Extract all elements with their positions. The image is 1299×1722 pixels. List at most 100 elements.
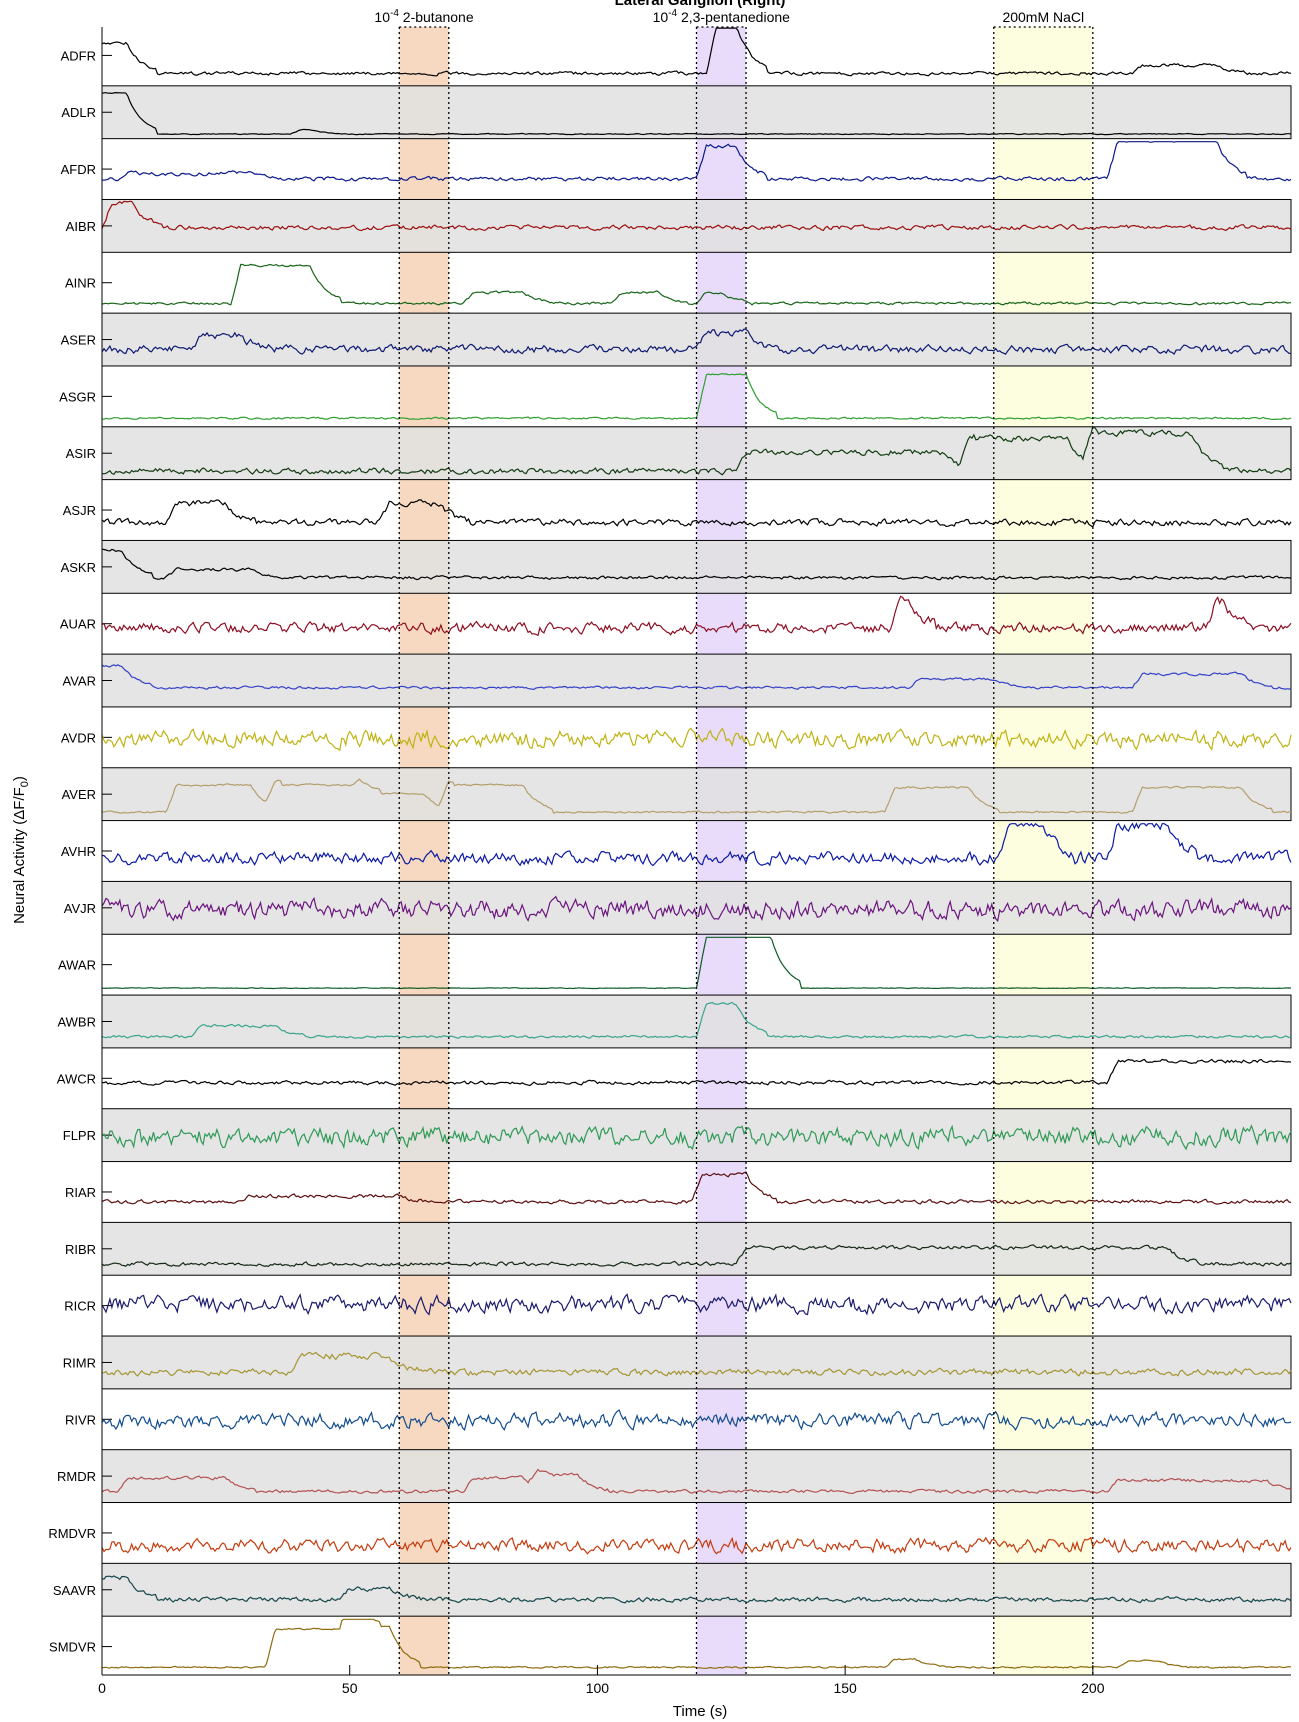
neuron-label: RIVR xyxy=(65,1412,96,1427)
neuron-row: RMDR xyxy=(57,1449,1292,1504)
neuron-row: AUAR xyxy=(60,595,1292,637)
neuron-row: AINR xyxy=(65,263,1292,306)
neuron-row: AVJR xyxy=(64,880,1292,935)
neuron-row: ADLR xyxy=(61,85,1292,140)
trace-line xyxy=(101,1171,1292,1205)
neuron-label: AFDR xyxy=(61,162,96,177)
neuron-label: AUAR xyxy=(60,617,96,632)
stimulus-conc-exp: -4 xyxy=(668,8,677,19)
neuron-label: AINR xyxy=(65,276,96,291)
stimulus-name: 200mM NaCl xyxy=(1002,9,1084,25)
neuron-label: AVER xyxy=(62,787,96,802)
neuron-label: AVAR xyxy=(63,674,96,689)
y-axis-label-close: ) xyxy=(11,776,28,781)
trace-line xyxy=(101,1536,1292,1555)
neuron-label: SAAVR xyxy=(53,1583,96,1598)
stimulus-band xyxy=(993,27,1093,1675)
stimulus-conc-base: 10 xyxy=(374,9,390,25)
neuron-row: RIAR xyxy=(65,1171,1292,1205)
neuron-row: ASER xyxy=(61,312,1292,367)
stimulus-conc-exp: -4 xyxy=(390,8,399,19)
neuron-label: RMDVR xyxy=(48,1526,96,1541)
neuron-row: RMDVR xyxy=(48,1526,1292,1555)
neuron-row: AVAR xyxy=(63,653,1292,708)
neuron-label: FLPR xyxy=(63,1128,96,1143)
neuron-label: ADFR xyxy=(61,48,96,63)
neuron-label: ASGR xyxy=(59,389,96,404)
neuron-label: ASER xyxy=(61,333,96,348)
y-axis-label-main: Neural Activity ( xyxy=(11,820,28,924)
x-tick-label: 50 xyxy=(342,1680,358,1696)
stimulus-band xyxy=(399,27,449,1675)
neuron-traces: ADFR ADLR AFDR AIBR AINR ASER ASGR ASIR ASJR ASKR… xyxy=(48,27,1292,1670)
neuron-label: AIBR xyxy=(66,219,96,234)
y-axis-label-sub: 0 xyxy=(19,781,31,787)
neuron-row: SAAVR xyxy=(53,1562,1292,1617)
neuron-label: AVJR xyxy=(64,901,96,916)
stimulus-band xyxy=(696,27,747,1675)
neuron-row: RIVR xyxy=(65,1409,1292,1432)
trace-line xyxy=(101,1058,1292,1087)
x-axis-label: Time (s) xyxy=(673,1703,727,1720)
neuron-label: RIAR xyxy=(65,1185,96,1200)
neuron-label: AVDR xyxy=(61,730,96,745)
neuron-row: RIBR xyxy=(65,1221,1292,1276)
neuron-row: ASKR xyxy=(61,539,1292,594)
stimulus-label: 10-4 2-butanone xyxy=(374,8,473,25)
neuron-label: ASKR xyxy=(61,560,96,575)
x-tick-label: 200 xyxy=(1081,1680,1105,1696)
x-ticks: 0 50 100 150 200 xyxy=(98,1665,1105,1696)
neuron-row: ASIR xyxy=(66,425,1292,481)
neuron-row: AFDR xyxy=(61,141,1292,182)
neuron-row: AVHR xyxy=(61,822,1292,867)
neuron-label: RIMR xyxy=(63,1355,96,1370)
stimulus-conc-base: 10 xyxy=(653,9,669,25)
stimulus-name: 2-butanone xyxy=(399,9,474,25)
neuron-label: SMDVR xyxy=(49,1640,96,1655)
trace-line xyxy=(101,1409,1292,1432)
trace-line xyxy=(101,778,1291,815)
trace-line xyxy=(101,1351,1292,1377)
neuron-label: ASIR xyxy=(66,446,96,461)
neuron-row: AVDR xyxy=(61,727,1292,752)
neuron-label: RICR xyxy=(64,1299,96,1314)
neuron-label: RIBR xyxy=(65,1242,96,1257)
neuron-row: ASJR xyxy=(63,499,1292,528)
trace-line xyxy=(101,727,1292,752)
stimulus-label: 10-4 2,3-pentanedione xyxy=(653,8,791,25)
trace-line xyxy=(101,499,1292,528)
y-axis-label-delta: ΔF/F xyxy=(11,787,28,820)
stimulus-bands xyxy=(399,27,1093,1675)
trace-line xyxy=(101,1293,1292,1316)
neuron-label: RMDR xyxy=(57,1469,96,1484)
neuron-row: RIMR xyxy=(63,1335,1292,1390)
neuron-label: AWAR xyxy=(58,958,96,973)
stimulus-overlay: 10-4 2-butanone 10-4 2,3-pentanedione 200m… xyxy=(374,8,1094,1675)
x-tick-label: 100 xyxy=(586,1680,610,1696)
neuron-label: AVHR xyxy=(61,844,96,859)
chart-title: Lateral Ganglion (Right) xyxy=(615,0,786,9)
neuron-row: AVER xyxy=(62,767,1292,822)
stimulus-label: 200mM NaCl xyxy=(1002,9,1084,25)
neuron-label: ASJR xyxy=(63,503,96,518)
x-tick-label: 0 xyxy=(98,1680,106,1696)
neuron-row: AWBR xyxy=(57,994,1292,1049)
neuron-row: RICR xyxy=(64,1293,1292,1316)
neuron-row: ASGR xyxy=(59,373,1292,421)
neuron-label: ADLR xyxy=(61,105,96,120)
neuron-row: AIBR xyxy=(66,198,1292,253)
neuron-row: AWAR xyxy=(58,936,1292,990)
neuron-label: AWCR xyxy=(57,1071,96,1086)
neuron-row: AWCR xyxy=(57,1058,1292,1087)
trace-line xyxy=(101,895,1292,923)
row-panel xyxy=(101,539,1292,594)
neuron-row: ADFR xyxy=(61,27,1292,77)
neuron-row: FLPR xyxy=(63,1108,1292,1163)
neuron-row: SMDVR xyxy=(49,1618,1292,1670)
stimulus-name: 2,3-pentanedione xyxy=(677,9,790,25)
x-tick-label: 150 xyxy=(833,1680,857,1696)
y-axis-label: Neural Activity (ΔF/F0) xyxy=(11,776,31,924)
neuron-label: AWBR xyxy=(57,1014,96,1029)
trace-line xyxy=(101,200,1292,232)
